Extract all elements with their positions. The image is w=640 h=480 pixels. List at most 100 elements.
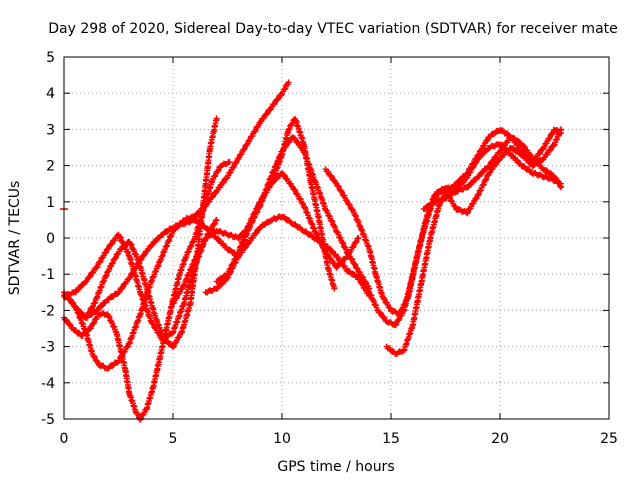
data-point bbox=[267, 106, 274, 113]
data-point bbox=[546, 135, 553, 142]
data-point bbox=[558, 184, 565, 191]
data-point bbox=[213, 115, 220, 122]
data-point bbox=[124, 344, 131, 351]
data-point bbox=[513, 156, 520, 163]
data-point bbox=[468, 180, 475, 187]
data-point bbox=[108, 241, 115, 248]
data-point bbox=[333, 264, 340, 271]
data-point bbox=[98, 303, 105, 310]
x-axis-label: GPS time / hours bbox=[277, 459, 394, 475]
data-point bbox=[126, 275, 133, 282]
data-point bbox=[257, 199, 264, 206]
data-point bbox=[163, 337, 170, 344]
data-point bbox=[69, 298, 76, 305]
data-point bbox=[229, 164, 236, 171]
series-track-h bbox=[213, 116, 338, 292]
data-point bbox=[346, 201, 353, 208]
x-tick-label: 10 bbox=[273, 431, 291, 447]
chart-title: Day 298 of 2020, Sidereal Day-to-day VTE… bbox=[48, 21, 618, 37]
data-point bbox=[226, 158, 233, 165]
data-point bbox=[376, 309, 383, 316]
series-track-i bbox=[322, 140, 565, 318]
data-point bbox=[66, 321, 73, 328]
data-point bbox=[354, 265, 361, 272]
data-point bbox=[217, 281, 224, 288]
data-point bbox=[251, 128, 258, 135]
data-point bbox=[263, 111, 270, 118]
data-point bbox=[96, 259, 103, 266]
data-point bbox=[351, 260, 358, 267]
data-point bbox=[286, 125, 293, 132]
data-point bbox=[497, 148, 503, 155]
data-point bbox=[115, 289, 122, 296]
y-tick-label: 2 bbox=[46, 159, 55, 175]
y-tick-label: 4 bbox=[46, 86, 55, 102]
data-point bbox=[355, 235, 362, 241]
axis-ticks: 0 5 10 15 20 25 -5 -4 -3 -2 -1 0 1 2 3 4 5 bbox=[41, 50, 618, 447]
y-tick-label: -1 bbox=[41, 267, 55, 283]
x-tick-label: 5 bbox=[169, 431, 178, 447]
x-tick-label: 20 bbox=[491, 431, 509, 447]
y-tick-label: -4 bbox=[41, 376, 55, 392]
data-point bbox=[214, 168, 221, 175]
data-point bbox=[543, 167, 550, 174]
data-point bbox=[122, 242, 129, 249]
y-tick-label: -5 bbox=[41, 412, 55, 428]
data-point bbox=[557, 183, 564, 190]
series-track-c bbox=[61, 158, 233, 423]
data-point bbox=[451, 203, 458, 210]
data-point bbox=[453, 181, 460, 188]
data-point bbox=[170, 228, 176, 235]
x-tick-label: 15 bbox=[382, 431, 400, 447]
y-tick-label: 0 bbox=[46, 231, 55, 247]
data-point bbox=[85, 309, 92, 316]
data-point bbox=[109, 293, 116, 300]
y-tick-label: 5 bbox=[46, 50, 55, 66]
data-point bbox=[328, 172, 335, 179]
y-tick-label: -2 bbox=[41, 303, 55, 319]
data-point bbox=[148, 242, 155, 249]
x-tick-label: 25 bbox=[600, 431, 618, 447]
data-point bbox=[483, 137, 490, 144]
data-point bbox=[109, 362, 116, 369]
data-point bbox=[452, 203, 459, 210]
data-point bbox=[90, 353, 97, 360]
data-point bbox=[482, 148, 489, 155]
data-point bbox=[76, 285, 83, 292]
data-point bbox=[170, 344, 176, 351]
data-point bbox=[331, 285, 338, 292]
data-point bbox=[281, 86, 288, 93]
x-tick-label: 0 bbox=[60, 431, 69, 447]
y-tick-label: 1 bbox=[46, 195, 55, 211]
data-point bbox=[285, 79, 292, 86]
series-track-l bbox=[420, 134, 565, 213]
data-point bbox=[173, 295, 180, 302]
data-point bbox=[550, 142, 557, 149]
data-point bbox=[479, 169, 486, 176]
data-point bbox=[280, 171, 287, 178]
data-point bbox=[392, 322, 399, 329]
data-point bbox=[285, 126, 292, 133]
data-point bbox=[558, 130, 565, 137]
data-point bbox=[475, 152, 482, 159]
y-tick-label: 3 bbox=[46, 122, 55, 138]
data-point bbox=[536, 150, 543, 157]
data-point bbox=[278, 92, 285, 99]
data-point bbox=[510, 134, 517, 141]
series-track-k bbox=[383, 126, 565, 358]
data-point bbox=[472, 195, 479, 202]
data-point bbox=[274, 96, 281, 103]
data-point bbox=[86, 274, 93, 281]
data-point bbox=[219, 179, 226, 186]
data-point bbox=[435, 202, 442, 209]
y-tick-label: -3 bbox=[41, 340, 55, 356]
data-point bbox=[328, 247, 335, 254]
data-point bbox=[213, 216, 220, 223]
data-point bbox=[335, 182, 342, 189]
grid bbox=[64, 57, 609, 419]
data-point bbox=[499, 127, 506, 134]
data-point bbox=[82, 329, 89, 336]
data-point bbox=[449, 185, 456, 192]
data-point bbox=[252, 230, 259, 237]
